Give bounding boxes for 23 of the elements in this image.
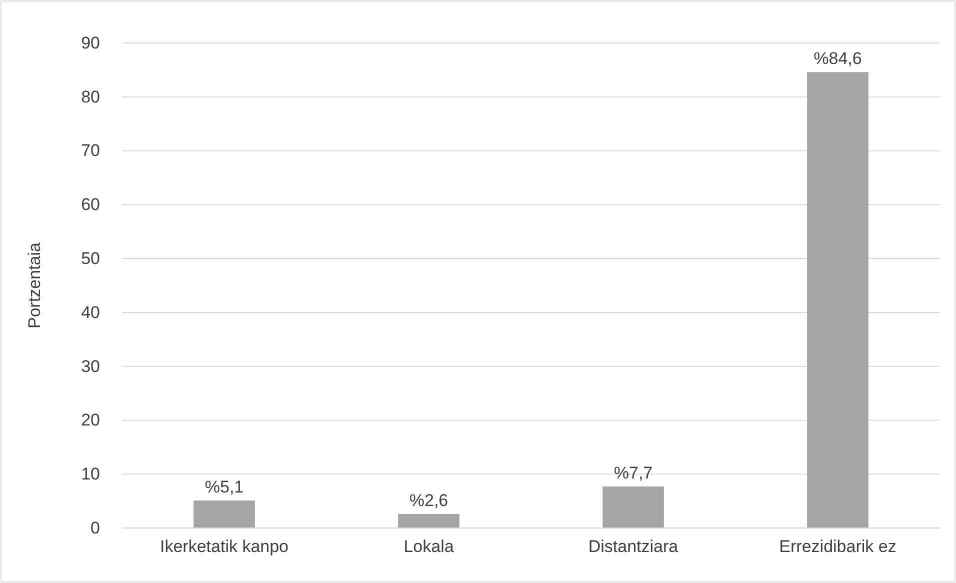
x-tick-label: Lokala [404,537,454,556]
y-tick-label: 10 [81,464,100,484]
x-tick-label: Ikerketatik kanpo [160,537,289,556]
bar [807,72,868,528]
data-label: %84,6 [814,49,862,68]
data-label: %7,7 [614,464,653,483]
x-tick-label: Distantziara [588,537,679,556]
y-tick-label: 0 [90,518,100,538]
y-axis-title: Portzentaia [25,242,44,328]
x-tick-label: Errezidibarik ez [779,537,896,556]
y-tick-label: 80 [81,87,100,106]
y-tick-label: 30 [81,356,100,376]
y-tick-label: 40 [81,302,100,322]
y-tick-label: 90 [81,33,100,52]
data-label: %5,1 [204,478,244,497]
y-tick-label: 70 [81,141,100,160]
bar [602,486,664,528]
y-tick-label: 20 [81,410,100,430]
bar [194,500,255,528]
bar [398,514,460,528]
data-label: %2,6 [409,490,448,510]
y-tick-label: 60 [81,195,100,214]
y-tick-label: 50 [81,248,100,268]
